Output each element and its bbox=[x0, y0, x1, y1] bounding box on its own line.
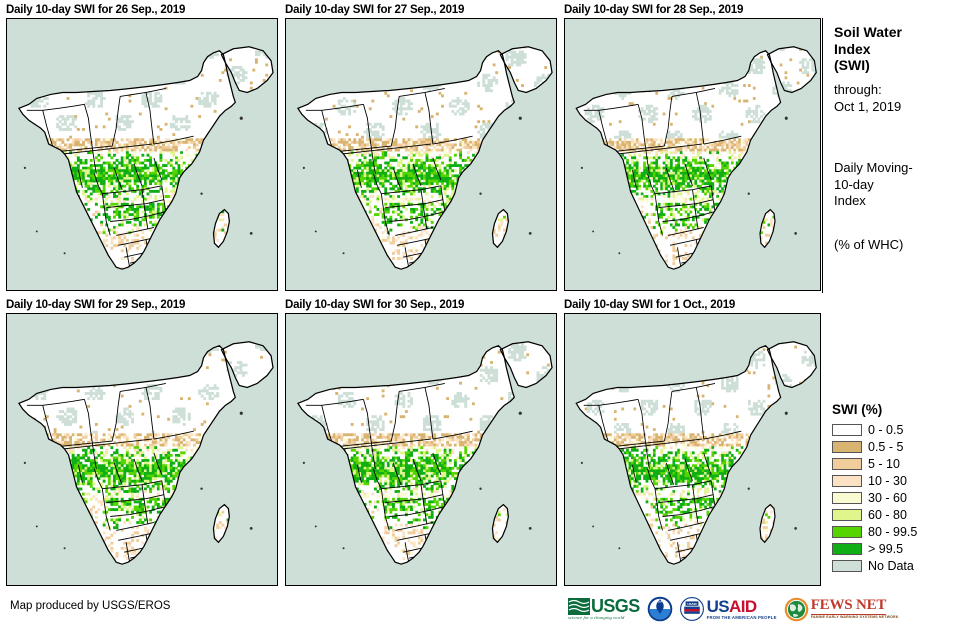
map-canvas[interactable] bbox=[285, 18, 557, 291]
desc-line1: Daily Moving- bbox=[834, 160, 913, 175]
legend-swatch bbox=[832, 440, 862, 453]
legend: SWI (%) 0 - 0.5 0.5 - 5 5 - 10 10 - 30 30 - … bbox=[828, 402, 967, 574]
usaid-seal-icon: USAID bbox=[679, 597, 704, 621]
fews-wordmark: FEWS NET bbox=[810, 596, 887, 615]
map-panel-3: Daily 10-day SWI for 28 Sep., 2019 bbox=[564, 2, 821, 291]
legend-item: 30 - 60 bbox=[832, 489, 967, 506]
usaid-tagline: FROM THE AMERICAN PEOPLE bbox=[706, 615, 777, 621]
africa-map-svg bbox=[286, 19, 556, 290]
usgs-logo[interactable]: USGS science for a changing world bbox=[568, 595, 640, 623]
map-canvas[interactable] bbox=[6, 313, 278, 586]
fews-globe-icon bbox=[784, 597, 808, 621]
legend-swatch bbox=[832, 491, 862, 504]
legend-swatch bbox=[832, 474, 862, 487]
fews-tagline: FAMINE EARLY WARNING SYSTEMS NETWORK bbox=[810, 615, 899, 620]
legend-label: 0 - 0.5 bbox=[868, 422, 904, 437]
sidebar-title-line1: Soil Water bbox=[834, 24, 902, 40]
legend-label: 60 - 80 bbox=[868, 507, 907, 522]
sidebar-heading: Soil Water Index (SWI) bbox=[834, 24, 902, 74]
africa-map-svg bbox=[565, 19, 820, 290]
legend-item: 60 - 80 bbox=[832, 506, 967, 523]
sidebar-title-line3: (SWI) bbox=[834, 57, 870, 73]
desc-line3: Index bbox=[834, 193, 866, 208]
legend-swatch bbox=[832, 457, 862, 470]
legend-swatch bbox=[832, 542, 862, 555]
legend-swatch bbox=[832, 423, 862, 436]
africa-map-svg bbox=[7, 314, 277, 585]
sidebar-units: (% of WHC) bbox=[834, 237, 903, 254]
map-canvas[interactable] bbox=[564, 313, 821, 586]
map-panel-1: Daily 10-day SWI for 26 Sep., 2019 bbox=[6, 2, 278, 291]
legend-swatch bbox=[832, 508, 862, 521]
usaid-logo[interactable]: USAID USAID FROM THE AMERICAN PEOPLE bbox=[679, 595, 777, 623]
usaid-word-aid: AID bbox=[729, 596, 757, 616]
legend-label: No Data bbox=[868, 558, 914, 573]
sidebar-title-line2: Index bbox=[834, 40, 871, 57]
legend-item: 0 - 0.5 bbox=[832, 421, 967, 438]
legend-swatch bbox=[832, 525, 862, 538]
usgs-wordmark: USGS bbox=[591, 596, 640, 617]
map-canvas[interactable] bbox=[6, 18, 278, 291]
through-date: Oct 1, 2019 bbox=[834, 98, 902, 114]
legend-label: 0.5 - 5 bbox=[868, 439, 904, 454]
map-panel-5: Daily 10-day SWI for 30 Sep., 2019 bbox=[285, 297, 557, 586]
legend-label: 30 - 60 bbox=[868, 490, 907, 505]
usgs-tagline: science for a changing world bbox=[568, 615, 625, 621]
noaa-logo[interactable]: NOAA bbox=[647, 595, 673, 623]
legend-swatch bbox=[832, 559, 862, 572]
map-panel-title: Daily 10-day SWI for 29 Sep., 2019 bbox=[6, 299, 186, 311]
legend-label: 80 - 99.5 bbox=[868, 524, 918, 539]
map-panel-title: Daily 10-day SWI for 1 Oct., 2019 bbox=[564, 299, 736, 311]
africa-map-svg bbox=[565, 314, 820, 585]
map-panel-title: Daily 10-day SWI for 26 Sep., 2019 bbox=[6, 4, 186, 16]
legend-rows: 0 - 0.5 0.5 - 5 5 - 10 10 - 30 30 - 60 60 - 8… bbox=[828, 421, 967, 574]
usaid-word-us: US bbox=[706, 596, 730, 616]
units-label: (% of WHC) bbox=[834, 237, 904, 252]
legend-item: > 99.5 bbox=[832, 540, 967, 557]
desc-line2: 10-day bbox=[834, 176, 874, 192]
map-credit: Map produced by USGS/EROS bbox=[10, 600, 171, 612]
map-panel-title: Daily 10-day SWI for 27 Sep., 2019 bbox=[285, 4, 465, 16]
noaa-seal-icon: NOAA bbox=[647, 596, 672, 622]
agency-logos: USGS science for a changing world NOAA bbox=[568, 594, 899, 624]
sidebar-description: Daily Moving- 10-day Index bbox=[834, 160, 913, 210]
africa-map-svg bbox=[286, 314, 556, 585]
sidebar: Soil Water Index (SWI) through: Oct 1, 2… bbox=[828, 0, 967, 626]
legend-item: No Data bbox=[832, 557, 967, 574]
africa-map-svg bbox=[7, 19, 277, 290]
map-panel-title: Daily 10-day SWI for 28 Sep., 2019 bbox=[564, 4, 744, 16]
map-canvas[interactable] bbox=[285, 313, 557, 586]
legend-item: 0.5 - 5 bbox=[832, 438, 967, 455]
sidebar-through: through: Oct 1, 2019 bbox=[834, 82, 901, 115]
legend-item: 10 - 30 bbox=[832, 472, 967, 489]
legend-item: 5 - 10 bbox=[832, 455, 967, 472]
map-panel-4: Daily 10-day SWI for 29 Sep., 2019 bbox=[6, 297, 278, 586]
map-panel-2: Daily 10-day SWI for 27 Sep., 2019 bbox=[285, 2, 557, 291]
usgs-mark-icon bbox=[568, 597, 590, 615]
through-label: through: bbox=[834, 82, 882, 97]
map-canvas[interactable] bbox=[564, 18, 821, 291]
legend-label: 10 - 30 bbox=[868, 473, 907, 488]
fews-net-logo[interactable]: FEWS NET FAMINE EARLY WARNING SYSTEMS NE… bbox=[784, 595, 899, 623]
sidebar-divider bbox=[822, 18, 823, 293]
legend-label: > 99.5 bbox=[868, 541, 904, 556]
legend-item: 80 - 99.5 bbox=[832, 523, 967, 540]
legend-title: SWI (%) bbox=[832, 402, 883, 417]
legend-label: 5 - 10 bbox=[868, 456, 900, 471]
map-panel-6: Daily 10-day SWI for 1 Oct., 2019 bbox=[564, 297, 821, 586]
map-panel-title: Daily 10-day SWI for 30 Sep., 2019 bbox=[285, 299, 465, 311]
